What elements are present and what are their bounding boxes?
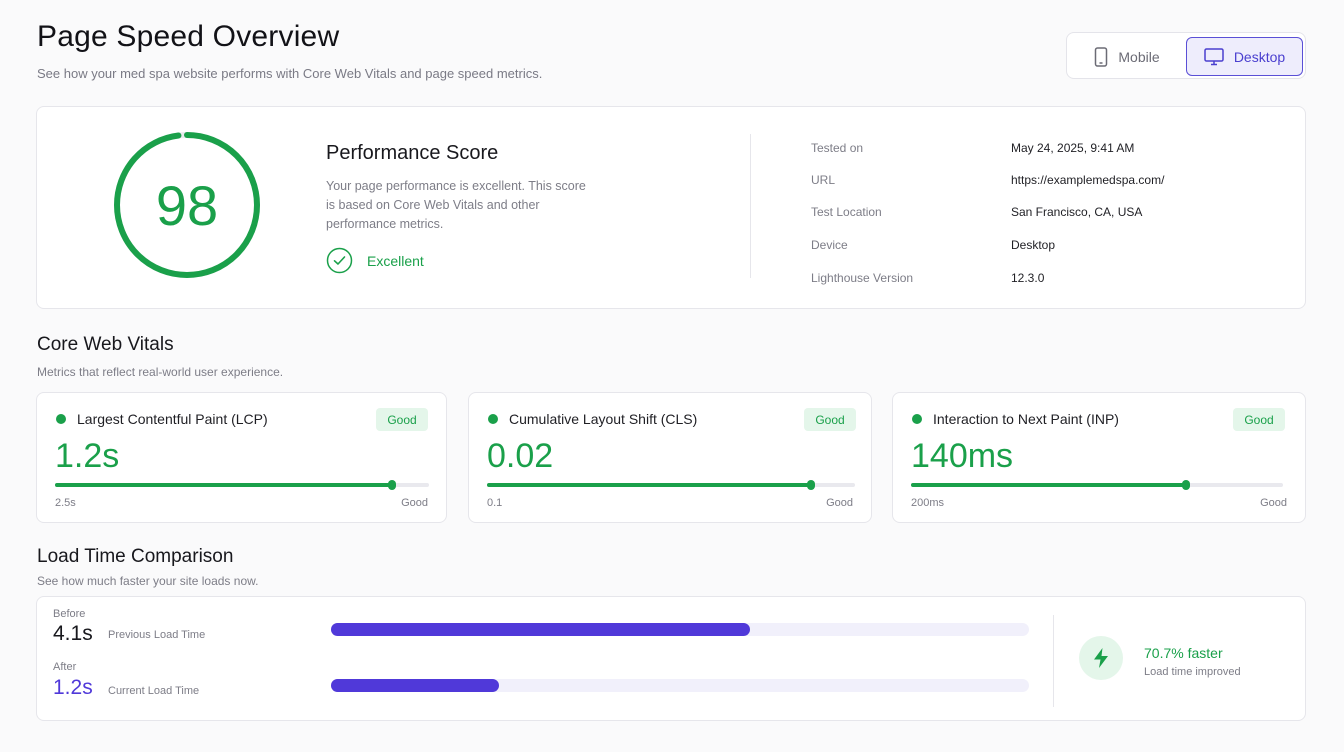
before-progress-fill <box>331 623 750 636</box>
desktop-toggle-label: Desktop <box>1233 48 1286 65</box>
page-subtitle: See how your med spa website performs wi… <box>37 66 543 81</box>
meta-value-test-location: San Francisco, CA, USA <box>1011 205 1143 219</box>
vital-min-label: 200ms <box>911 497 945 509</box>
core-web-vitals-subtitle: Metrics that reflect real-world user exp… <box>37 365 284 379</box>
after-progress-track <box>331 679 1029 692</box>
status-badge: Good <box>1233 408 1285 431</box>
lightning-bolt-icon <box>1079 636 1123 680</box>
vital-progress-track <box>911 480 1283 490</box>
load-time-title: Load Time Comparison <box>37 546 234 567</box>
status-dot <box>488 414 498 424</box>
status-dot <box>912 414 922 424</box>
mobile-phone-icon <box>1095 46 1108 67</box>
performance-score-value: 98 <box>155 173 219 237</box>
desktop-toggle-button[interactable]: Desktop <box>1186 37 1303 76</box>
page-title: Page Speed Overview <box>37 20 340 53</box>
status-badge: Good <box>804 408 856 431</box>
vital-value: 1.2s <box>55 437 120 475</box>
meta-value-tested-on: May 24, 2025, 9:41 AM <box>1011 141 1135 155</box>
meta-value-device: Desktop <box>1011 238 1056 252</box>
vital-progress-knob <box>387 480 396 490</box>
performance-score-title: Performance Score <box>326 142 499 164</box>
vital-name: Cumulative Layout Shift (CLS) <box>509 411 698 427</box>
vital-value: 140ms <box>911 437 1014 475</box>
vital-name: Interaction to Next Paint (INP) <box>933 411 1119 427</box>
meta-value-lighthouse-version: 12.3.0 <box>1011 271 1045 285</box>
load-time-card: Before 4.1s Previous Load Time After 1.2… <box>36 596 1306 721</box>
vital-value: 0.02 <box>487 437 554 475</box>
status-dot <box>56 414 66 424</box>
vital-max-label: Good <box>1260 497 1287 509</box>
device-toggle: Mobile Desktop <box>1066 32 1306 79</box>
after-progress-fill <box>331 679 499 692</box>
meta-label-url: URL <box>811 173 836 187</box>
vital-card-lcp: Largest Contentful Paint (LCP) Good 1.2s… <box>36 392 447 523</box>
mobile-toggle-button[interactable]: Mobile <box>1071 37 1183 76</box>
after-label: After <box>53 661 77 673</box>
performance-rating-label: Excellent <box>367 252 424 269</box>
meta-label-device: Device <box>811 238 848 252</box>
divider <box>1053 615 1054 707</box>
vital-progress-track <box>55 480 429 490</box>
vital-min-label: 0.1 <box>487 497 503 509</box>
improvement-desc: Load time improved <box>1144 666 1241 678</box>
score-ring <box>114 132 260 278</box>
vital-name: Largest Contentful Paint (LCP) <box>77 411 268 427</box>
before-label: Before <box>53 608 86 620</box>
vital-max-label: Good <box>401 497 428 509</box>
meta-value-url[interactable]: https://examplemedspa.com/ <box>1011 173 1165 187</box>
meta-label-lighthouse-version: Lighthouse Version <box>811 271 914 285</box>
performance-score-description: Your page performance is excellent. This… <box>326 179 586 231</box>
after-value: 1.2s <box>53 676 93 699</box>
before-desc: Previous Load Time <box>108 629 206 641</box>
vital-progress-fill <box>55 483 392 487</box>
meta-label-test-location: Test Location <box>811 205 882 219</box>
vital-progress-knob <box>806 480 815 490</box>
vital-progress-fill <box>487 483 811 487</box>
status-badge: Good <box>376 408 428 431</box>
after-desc: Current Load Time <box>108 685 200 697</box>
performance-card <box>36 106 1306 309</box>
desktop-monitor-icon <box>1204 47 1224 65</box>
check-circle-icon <box>326 247 353 274</box>
mobile-toggle-label: Mobile <box>1118 48 1160 65</box>
vital-progress-track <box>487 480 855 490</box>
vital-max-label: Good <box>826 497 853 509</box>
vital-min-label: 2.5s <box>55 497 76 509</box>
before-value: 4.1s <box>53 622 93 645</box>
core-web-vitals-title: Core Web Vitals <box>37 334 174 355</box>
vital-progress-fill <box>911 483 1187 487</box>
performance-rating: Excellent <box>326 247 424 274</box>
load-time-subtitle: See how much faster your site loads now. <box>37 574 259 588</box>
vital-card-cls: Cumulative Layout Shift (CLS) Good 0.02 … <box>468 392 872 523</box>
before-progress-track <box>331 623 1029 636</box>
improvement-value: 70.7% faster <box>1144 645 1223 661</box>
vital-progress-knob <box>1182 480 1191 490</box>
meta-label-tested-on: Tested on <box>811 141 864 155</box>
divider <box>750 134 751 278</box>
vital-card-inp: Interaction to Next Paint (INP) Good 140… <box>892 392 1306 523</box>
